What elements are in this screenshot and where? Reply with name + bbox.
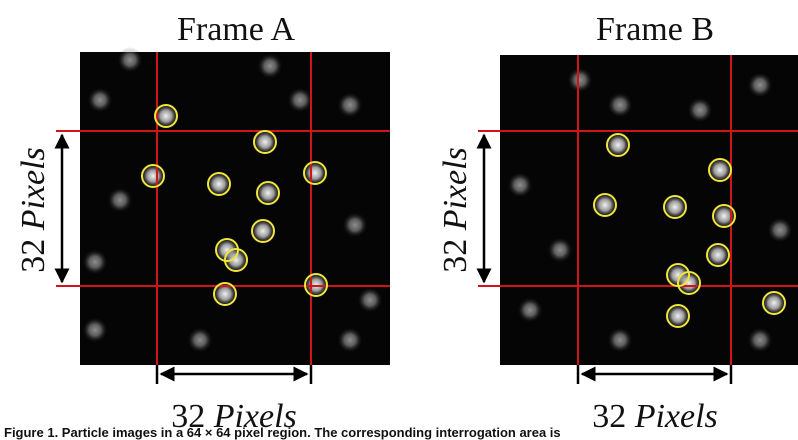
particle	[287, 87, 313, 113]
particle	[140, 163, 166, 189]
label-number: 32	[437, 239, 474, 273]
particle	[665, 303, 691, 329]
particle	[342, 212, 368, 238]
frame-title: Frame B	[596, 11, 714, 48]
particle	[507, 172, 533, 198]
particle	[187, 327, 213, 353]
particle	[747, 72, 773, 98]
particle	[607, 327, 633, 353]
particle	[687, 97, 713, 123]
particle	[711, 203, 737, 229]
particle	[357, 287, 383, 313]
particle	[705, 242, 731, 268]
particle	[707, 157, 733, 183]
particle	[302, 160, 328, 186]
frame-title: Frame A	[177, 11, 295, 48]
bottom-label: 32 Pixels	[592, 398, 718, 435]
particle	[252, 129, 278, 155]
particle	[255, 180, 281, 206]
page: Frame A 32 Pixels 32 Pixels Frame B 32 P…	[0, 0, 798, 440]
label-number: 32	[15, 239, 52, 273]
particle	[87, 87, 113, 113]
particle	[257, 53, 283, 79]
particle	[117, 47, 143, 73]
particle	[607, 92, 633, 118]
side-label: 32 Pixels	[437, 147, 474, 273]
particle	[767, 217, 793, 243]
side-label: 32 Pixels	[15, 147, 52, 273]
particle	[206, 171, 232, 197]
particle	[567, 67, 593, 93]
caption: Figure 1. Particle images in a 64 × 64 p…	[4, 425, 561, 440]
particle	[547, 237, 573, 263]
label-unit: Pixels	[437, 147, 474, 231]
particle	[82, 249, 108, 275]
particle	[592, 192, 618, 218]
particle-image	[500, 55, 798, 365]
label-number: 32	[592, 398, 626, 435]
particle	[662, 194, 688, 220]
particle	[212, 281, 238, 307]
particle	[82, 317, 108, 343]
particle	[337, 327, 363, 353]
particle	[747, 327, 773, 353]
particle	[250, 218, 276, 244]
particle	[517, 297, 543, 323]
label-unit: Pixels	[634, 398, 718, 435]
particle	[761, 290, 787, 316]
particle	[107, 187, 133, 213]
figure: Frame A 32 Pixels 32 Pixels Frame B 32 P…	[0, 0, 798, 440]
particle	[337, 92, 363, 118]
label-unit: Pixels	[15, 147, 52, 231]
particle	[605, 132, 631, 158]
